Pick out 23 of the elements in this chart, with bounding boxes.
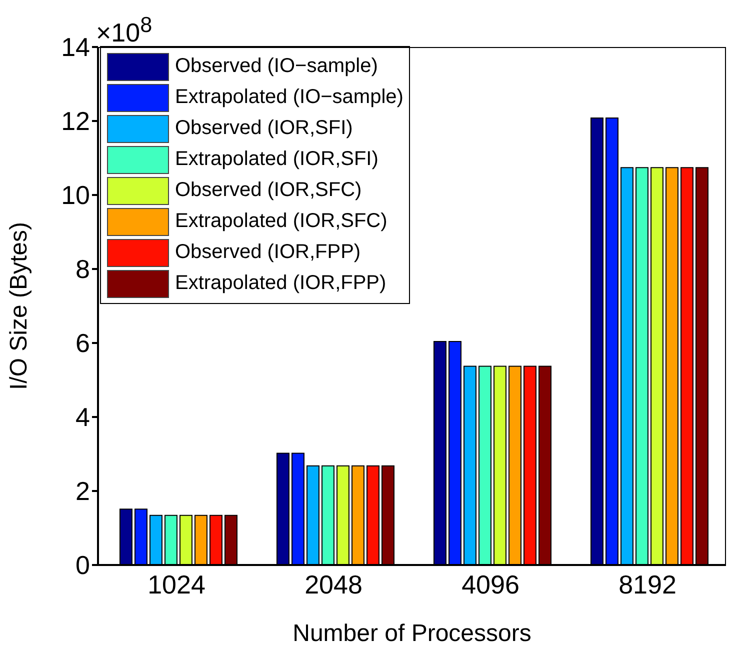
- y-tick-label: 8: [76, 254, 90, 284]
- y-tick-label: 0: [76, 550, 90, 580]
- legend-label: Observed (IOR,FPP): [175, 241, 361, 264]
- legend-label: Extrapolated (IOR,FPP): [175, 272, 386, 295]
- y-tick-label: 10: [61, 180, 90, 210]
- legend-label: Extrapolated (IOR,SFC): [175, 210, 388, 233]
- legend-label: Observed (IOR,SFI): [175, 117, 353, 140]
- y-tick-label: 14: [61, 32, 90, 62]
- legend-label: Extrapolated (IOR,SFI): [175, 148, 378, 171]
- legend-label: Extrapolated (IO−sample): [175, 86, 404, 109]
- legend-label: Observed (IOR,SFC): [175, 179, 362, 202]
- legend-label: Observed (IO−sample): [175, 55, 378, 78]
- x-tick-label: 2048: [304, 569, 362, 600]
- annotation: ×10$^{8}$: [96, 11, 152, 50]
- x-tick-label: 1024: [148, 569, 206, 600]
- x-tick-label: 8192: [618, 569, 676, 600]
- x-tick-label: 4096: [462, 569, 520, 600]
- y-tick-label: 2: [76, 476, 90, 506]
- y-axis-title: I/O Size (Bytes): [6, 222, 33, 390]
- y-tick-label: 12: [61, 106, 90, 136]
- y-tick-label: 6: [76, 328, 90, 358]
- x-axis-title: Number of Processors: [292, 620, 532, 647]
- y-tick-label: 4: [76, 402, 90, 432]
